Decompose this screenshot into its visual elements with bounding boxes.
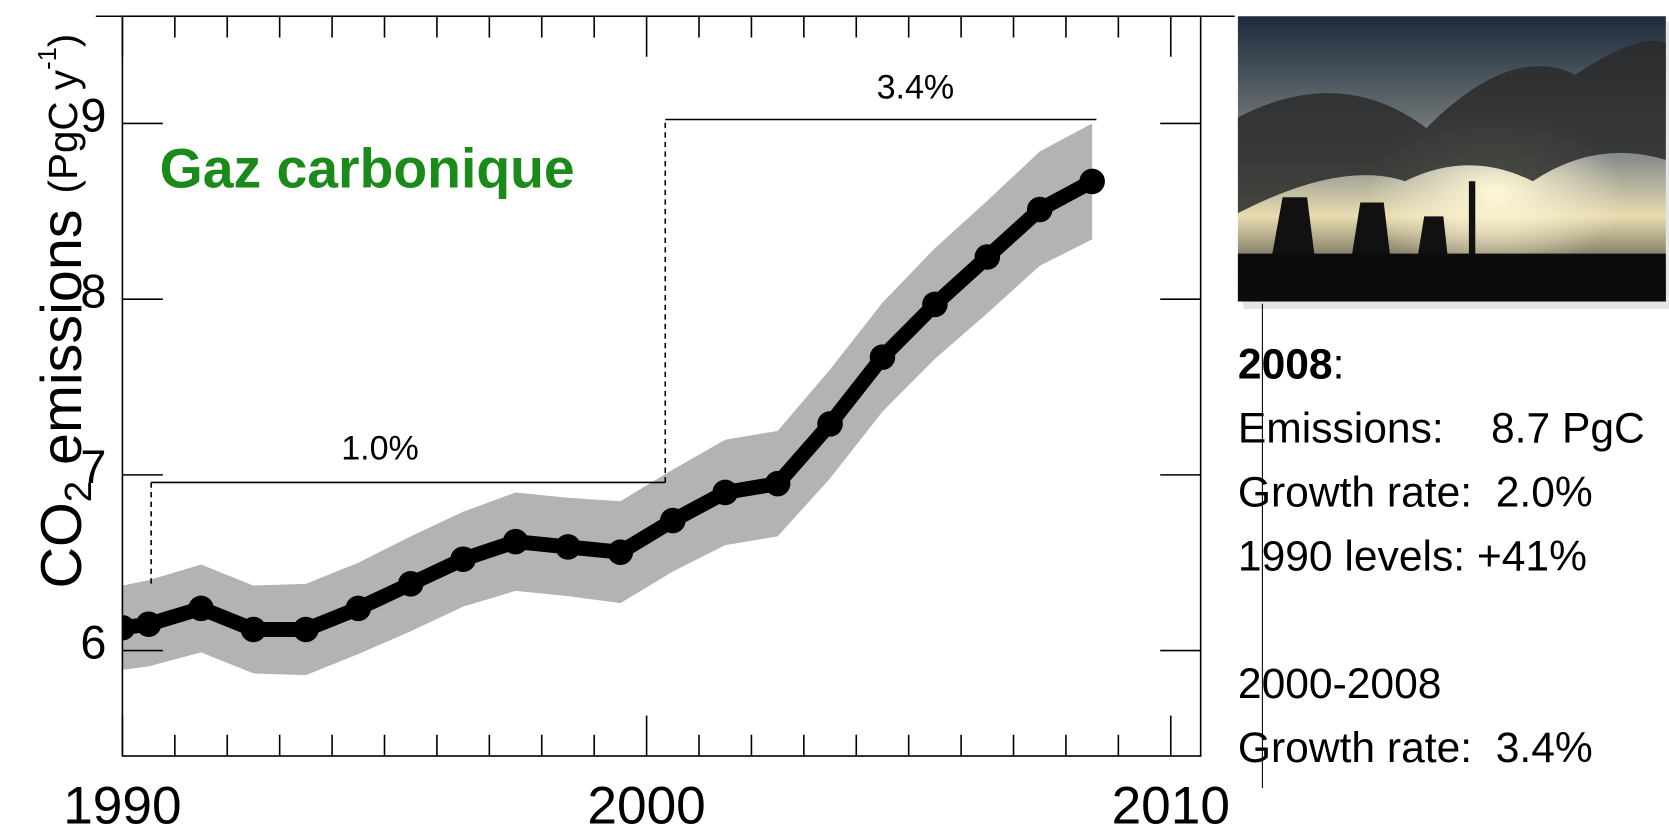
side-text: 2000-2008: [1238, 660, 1442, 708]
chart-title: Gaz carbonique: [160, 137, 575, 199]
point: [240, 616, 267, 643]
side-panel: 2008: Emissions: 8.7 PgC Growth rate: 2.…: [1238, 341, 1645, 772]
point: [660, 507, 686, 534]
chart: 6 7 8 9 1990 2000 2010: [63, 15, 1235, 834]
annotation: 1.0%: [341, 430, 419, 468]
point: [293, 616, 319, 643]
x-tick-label: 2000: [587, 776, 705, 834]
point: [135, 611, 162, 638]
point: [974, 244, 1001, 270]
point: [555, 534, 581, 560]
point: [345, 595, 372, 622]
y-axis-label: CO2 emissions (PgC y-1): [30, 34, 100, 589]
point: [922, 291, 948, 318]
point: [122, 614, 136, 641]
point: [869, 344, 896, 370]
uncertainty-band: [122, 123, 1093, 676]
y-tick-label: 8: [80, 265, 106, 317]
point: [607, 539, 634, 565]
point: [397, 571, 424, 597]
point: [712, 479, 738, 506]
point: [502, 528, 529, 555]
annotation: 3.4%: [877, 69, 955, 107]
y-tick-label: 6: [80, 617, 106, 669]
y-tick-label: 9: [80, 90, 106, 142]
point: [764, 470, 791, 497]
photo: [1237, 16, 1669, 309]
plot-area: [122, 123, 1105, 676]
point: [1079, 168, 1105, 195]
point: [450, 546, 476, 572]
x-tick-label: 2010: [1112, 776, 1230, 834]
y-tick-label: 7: [80, 441, 106, 493]
x-tick-label: 1990: [63, 776, 181, 834]
side-text: 1990 levels: +41%: [1238, 532, 1587, 580]
bracket-lines: [150, 118, 1097, 584]
point: [188, 595, 214, 622]
side-text: Growth rate: 2.0%: [1238, 468, 1593, 516]
side-text: Growth rate: 3.4%: [1238, 724, 1593, 772]
point: [817, 411, 843, 437]
point: [1026, 196, 1053, 223]
side-text: 2008:: [1238, 341, 1345, 389]
side-text: Emissions: 8.7 PgC: [1238, 405, 1645, 453]
